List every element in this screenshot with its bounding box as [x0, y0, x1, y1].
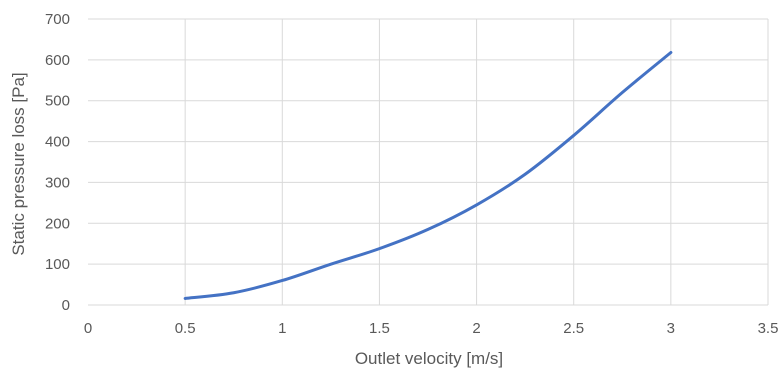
x-tick-label: 3.5 [758, 320, 779, 337]
y-tick-label: 700 [45, 11, 70, 28]
x-tick-label: 1 [278, 320, 286, 337]
y-tick-label: 100 [45, 256, 70, 273]
y-tick-label: 300 [45, 174, 70, 191]
tick-labels: 0 100 200 300 400 500 600 700 0 0.5 1 1.5 2 2.5 3 3.5 [45, 11, 778, 337]
grid-lines [88, 18, 769, 306]
y-tick-label: 600 [45, 52, 70, 69]
x-tick-label: 2 [472, 320, 480, 337]
x-tick-label: 0.5 [175, 320, 196, 337]
y-tick-label: 400 [45, 134, 70, 151]
x-tick-label: 1.5 [369, 320, 390, 337]
y-tick-label: 0 [62, 297, 70, 314]
y-tick-label: 500 [45, 93, 70, 110]
x-axis-title: Outlet velocity [m/s] [355, 349, 503, 368]
x-tick-label: 2.5 [563, 320, 584, 337]
y-axis-title: Static pressure loss [Pa] [9, 72, 28, 255]
x-tick-label: 0 [84, 320, 92, 337]
y-tick-label: 200 [45, 215, 70, 232]
series-line [183, 51, 673, 300]
x-tick-label: 3 [667, 320, 675, 337]
series-layer [183, 51, 673, 300]
